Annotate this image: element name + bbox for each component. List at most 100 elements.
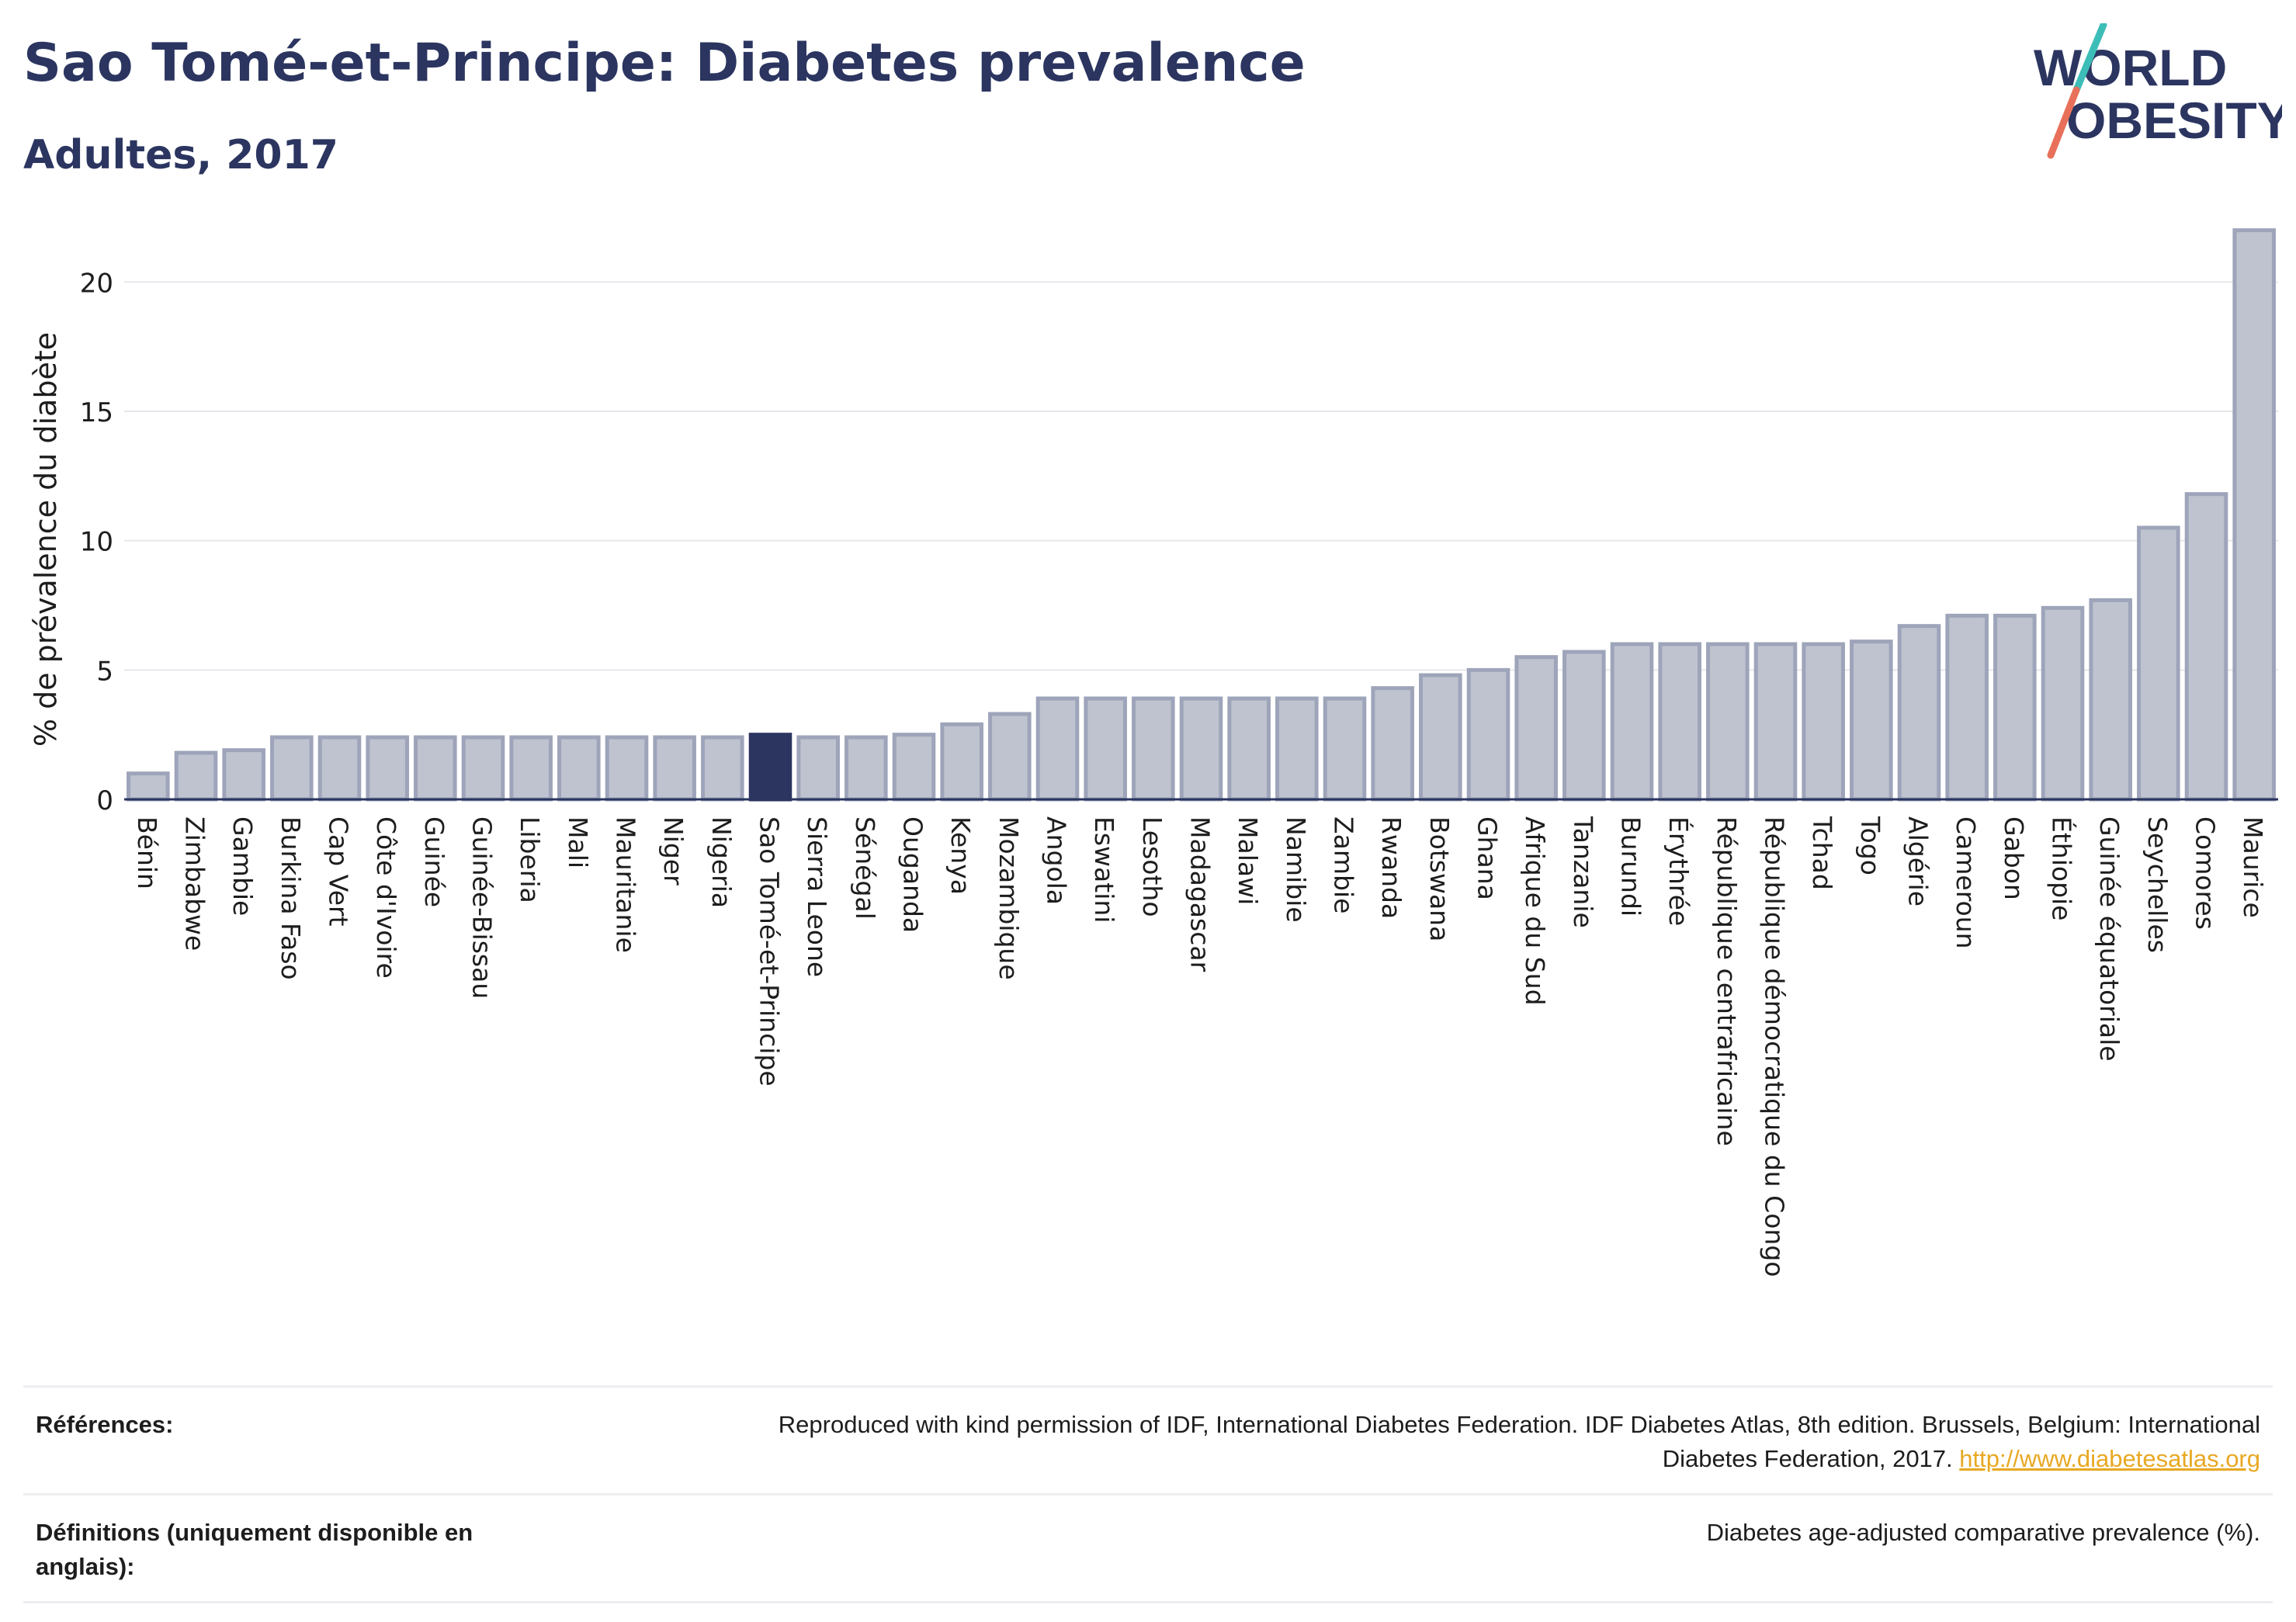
- logo-line2: OBESITY: [2066, 92, 2282, 149]
- references-link[interactable]: http://www.diabetesatlas.org: [1959, 1445, 2260, 1472]
- x-tick-label: Cap Vert: [324, 816, 354, 927]
- bar[interactable]: [1993, 613, 2037, 802]
- bar-chart: 0 5 10 15 20 Bénin Zimbabwe Gambie Burkina Faso…: [29, 228, 2278, 1277]
- x-tick-label: Zambie: [1329, 816, 1359, 913]
- y-tick-label: 5: [96, 656, 113, 687]
- x-tick-label: Tchad: [1807, 816, 1837, 890]
- bar[interactable]: [653, 735, 696, 802]
- bar[interactable]: [366, 735, 409, 802]
- bar[interactable]: [2137, 525, 2180, 802]
- y-tick-label: 20: [80, 268, 113, 299]
- x-tick-label: Rwanda: [1376, 816, 1406, 919]
- bar[interactable]: [1132, 696, 1175, 802]
- x-tick-label: Afrique du Sud: [1520, 816, 1550, 1006]
- bar[interactable]: [701, 735, 744, 802]
- bar[interactable]: [127, 771, 170, 802]
- x-tick-label: Burundi: [1616, 816, 1646, 917]
- bars: [127, 228, 2276, 802]
- y-tick-labels: 0 5 10 15 20: [80, 268, 113, 816]
- bar[interactable]: [2184, 492, 2228, 802]
- x-tick-label: Burkina Faso: [276, 816, 306, 980]
- bar[interactable]: [174, 750, 218, 802]
- bar[interactable]: [222, 748, 265, 802]
- x-tick-label: Guinée: [419, 816, 449, 907]
- bar[interactable]: [988, 712, 1032, 802]
- bar[interactable]: [1419, 673, 1462, 802]
- x-tick-label: Liberia: [515, 816, 545, 903]
- x-tick-label: Mauritanie: [611, 816, 641, 953]
- bar[interactable]: [2041, 605, 2085, 802]
- bar[interactable]: [1658, 642, 1701, 802]
- bar[interactable]: [1035, 696, 1080, 802]
- x-tick-label: Sao Tomé-et-Principe: [754, 816, 785, 1087]
- x-tick-label: Seychelles: [2142, 816, 2173, 953]
- bar[interactable]: [2232, 228, 2276, 802]
- x-tick-label: Gambie: [227, 816, 258, 916]
- x-tick-label: Togo: [1855, 816, 1885, 875]
- x-tick-label: Gabon: [1999, 816, 2029, 900]
- x-tick-label: Côte d'Ivoire: [371, 816, 401, 979]
- bar[interactable]: [1514, 655, 1558, 802]
- x-tick-label: Angola: [1042, 816, 1072, 905]
- x-tick-label: Niger: [658, 816, 688, 886]
- x-tick-label: Guinée équatoriale: [2094, 816, 2124, 1062]
- bar[interactable]: [796, 735, 840, 802]
- bar[interactable]: [1562, 650, 1606, 802]
- bar[interactable]: [1179, 696, 1223, 802]
- x-tick-label: Algérie: [1903, 816, 1934, 906]
- x-tick-label: Érythrée: [1663, 816, 1694, 926]
- x-tick-label: Lesotho: [1137, 816, 1167, 917]
- references-citation: Reproduced with kind permission of IDF, …: [778, 1411, 2260, 1472]
- y-tick-label: 15: [80, 397, 113, 428]
- x-tick-labels: Bénin Zimbabwe Gambie Burkina Faso Cap Vert C…: [132, 816, 2268, 1277]
- x-tick-label: Sierra Leone: [802, 816, 832, 977]
- x-tick-label: Eswatini: [1089, 816, 1119, 923]
- logo-slash-bottom: [2047, 86, 2080, 159]
- bar[interactable]: [892, 733, 936, 802]
- bar[interactable]: [1706, 642, 1750, 802]
- y-tick-label: 0: [96, 785, 113, 816]
- bar[interactable]: [461, 735, 505, 802]
- references-row: Références: Reproduced with kind permiss…: [23, 1385, 2273, 1493]
- x-tick-label: Bénin: [132, 816, 162, 889]
- x-tick-label: Cameroun: [1951, 816, 1981, 949]
- bar[interactable]: [940, 722, 983, 802]
- x-tick-label: Kenya: [945, 816, 976, 895]
- bar[interactable]: [748, 733, 793, 802]
- bar[interactable]: [1371, 686, 1414, 802]
- bar[interactable]: [1323, 696, 1367, 802]
- x-tick-label: Mali: [563, 816, 593, 868]
- bar[interactable]: [317, 735, 362, 802]
- x-tick-label: Tanzanie: [1568, 816, 1598, 928]
- bar[interactable]: [1275, 696, 1319, 802]
- references-text: Reproduced with kind permission of IDF, …: [708, 1408, 2260, 1476]
- bar[interactable]: [557, 735, 601, 802]
- y-axis-label: % de prévalence du diabète: [29, 332, 63, 747]
- bar[interactable]: [2089, 598, 2132, 802]
- bar[interactable]: [1753, 642, 1798, 802]
- bar[interactable]: [414, 735, 457, 802]
- bar[interactable]: [1897, 624, 1941, 802]
- bar[interactable]: [509, 735, 553, 802]
- bar[interactable]: [1850, 639, 1893, 802]
- bar[interactable]: [1610, 642, 1654, 802]
- bar[interactable]: [1802, 642, 1845, 802]
- bar[interactable]: [605, 735, 649, 802]
- chart-subtitle: Adultes, 2017: [23, 132, 338, 178]
- x-tick-label: Ghana: [1472, 816, 1503, 900]
- x-tick-label: République démocratique du Congo: [1760, 816, 1790, 1277]
- x-tick-label: Nigeria: [706, 816, 737, 908]
- bar[interactable]: [845, 735, 888, 802]
- x-tick-label: Maurice: [2238, 816, 2268, 918]
- x-tick-label: Botswana: [1424, 816, 1455, 941]
- bar[interactable]: [1466, 667, 1510, 802]
- x-tick-label: Ouganda: [898, 816, 928, 933]
- bar[interactable]: [1084, 696, 1127, 802]
- bar[interactable]: [270, 735, 314, 802]
- y-tick-label: 10: [80, 527, 113, 558]
- x-tick-label: Namibie: [1281, 816, 1311, 923]
- bar[interactable]: [1227, 696, 1271, 802]
- bar[interactable]: [1945, 613, 1989, 802]
- x-tick-label: Madagascar: [1185, 816, 1216, 972]
- x-tick-label: Éthiopie: [2047, 816, 2078, 920]
